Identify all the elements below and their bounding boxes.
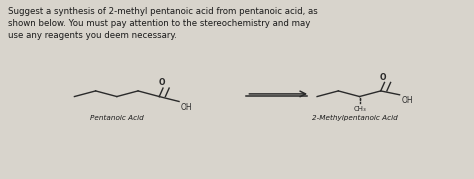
- Text: 2-Methylpentanoic Acid: 2-Methylpentanoic Acid: [312, 115, 398, 121]
- Text: CH₃: CH₃: [353, 107, 366, 112]
- Text: OH: OH: [401, 96, 413, 105]
- Text: OH: OH: [181, 103, 192, 112]
- Text: Suggest a synthesis of 2-methyl pentanoic acid from pentanoic acid, as
shown bel: Suggest a synthesis of 2-methyl pentanoi…: [9, 7, 318, 40]
- Text: Pentanoic Acid: Pentanoic Acid: [90, 115, 144, 121]
- Text: O: O: [158, 78, 165, 87]
- Text: O: O: [380, 73, 386, 82]
